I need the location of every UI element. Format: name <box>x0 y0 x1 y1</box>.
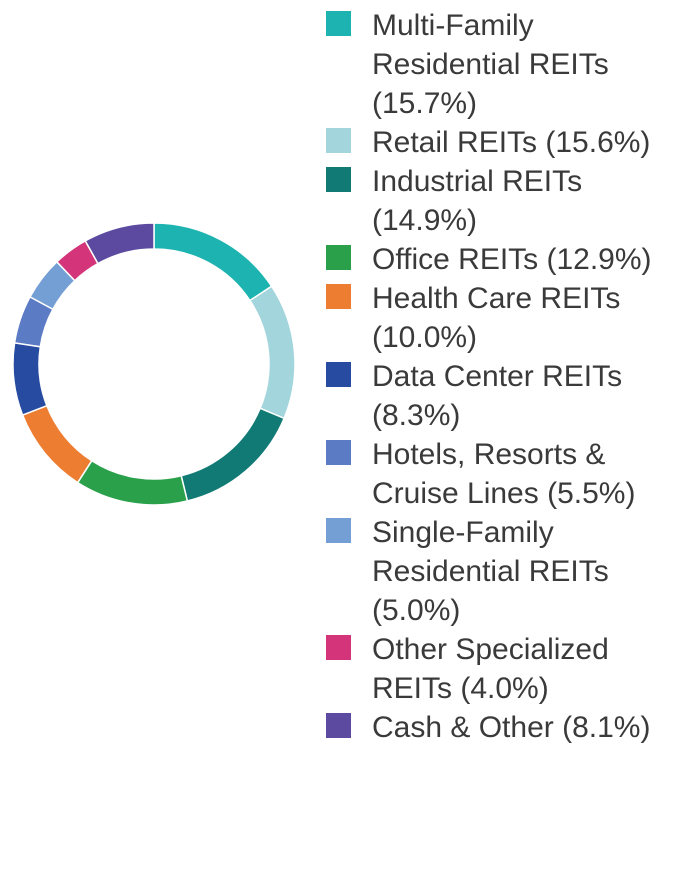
legend-item: Cash & Other (8.1%) <box>326 708 671 747</box>
legend-swatch <box>326 245 351 270</box>
legend-label: Health Care REITs (10.0%) <box>372 282 621 354</box>
legend-label: Retail REITs (15.6%) <box>372 126 651 159</box>
donut-slice <box>12 341 48 417</box>
legend-swatch <box>326 713 351 738</box>
donut-slice <box>21 404 93 484</box>
legend-label: Other Specialized REITs (4.0%) <box>372 633 609 705</box>
legend-label: Data Center REITs (8.3%) <box>372 360 623 432</box>
donut-slice <box>248 285 296 420</box>
legend-item: Other Specialized REITs (4.0%) <box>326 630 671 708</box>
legend-item: Office REITs (12.9%) <box>326 240 671 279</box>
legend-label: Office REITs (12.9%) <box>372 243 652 276</box>
legend-swatch <box>326 440 351 465</box>
donut-slice <box>76 459 189 506</box>
donut-slice <box>84 222 155 265</box>
legend-item: Retail REITs (15.6%) <box>326 123 671 162</box>
legend-swatch <box>326 128 351 153</box>
donut-chart <box>0 0 320 875</box>
legend-label: Multi-Family Residential REITs (15.7%) <box>372 9 609 120</box>
chart-legend: Multi-Family Residential REITs (15.7%) R… <box>326 6 671 747</box>
legend-swatch <box>326 284 351 309</box>
donut-slice <box>153 222 273 302</box>
legend-item: Data Center REITs (8.3%) <box>326 357 671 435</box>
legend-item: Single-Family Residential REITs (5.0%) <box>326 513 671 630</box>
legend-label: Industrial REITs (14.9%) <box>372 165 583 237</box>
legend-item: Industrial REITs (14.9%) <box>326 162 671 240</box>
legend-swatch <box>326 362 351 387</box>
legend-label: Cash & Other (8.1%) <box>372 711 651 744</box>
legend-item: Health Care REITs (10.0%) <box>326 279 671 357</box>
legend-swatch <box>326 635 351 660</box>
legend-item: Hotels, Resorts & Cruise Lines (5.5%) <box>326 435 671 513</box>
legend-label: Single-Family Residential REITs (5.0%) <box>372 516 609 627</box>
donut-slice <box>180 407 286 502</box>
legend-swatch <box>326 167 351 192</box>
legend-item: Multi-Family Residential REITs (15.7%) <box>326 6 671 123</box>
legend-swatch <box>326 518 351 543</box>
legend-swatch <box>326 11 351 36</box>
donut-svg <box>12 222 296 506</box>
legend-label: Hotels, Resorts & Cruise Lines (5.5%) <box>372 438 636 510</box>
